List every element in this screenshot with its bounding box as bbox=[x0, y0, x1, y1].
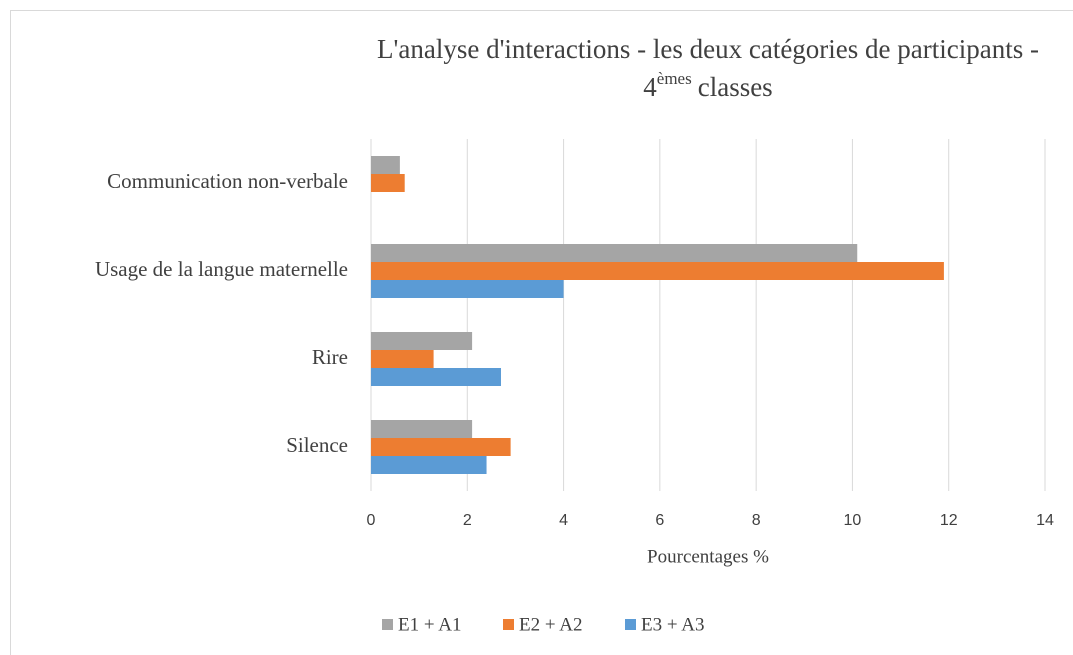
chart-title: L'analyse d'interactions - les deux caté… bbox=[377, 34, 1039, 64]
bar bbox=[371, 174, 405, 192]
y-tick-label: Communication non-verbale bbox=[107, 169, 348, 193]
chart-title-line2: 4èmes classes bbox=[643, 69, 772, 102]
title-part: 4 bbox=[643, 72, 657, 102]
y-tick-label: Usage de la langue maternelle bbox=[95, 257, 348, 281]
y-tick-label: Silence bbox=[286, 433, 348, 457]
bar bbox=[371, 156, 400, 174]
x-tick-label: 10 bbox=[844, 512, 862, 529]
bar bbox=[371, 350, 434, 368]
x-tick-label: 12 bbox=[940, 512, 958, 529]
x-tick-label: 6 bbox=[655, 512, 664, 529]
legend-swatch bbox=[382, 619, 393, 630]
legend-label: E2 + A2 bbox=[519, 614, 583, 635]
bar bbox=[371, 438, 511, 456]
legend-swatch bbox=[503, 619, 514, 630]
x-tick-label: 8 bbox=[752, 512, 761, 529]
legend-swatch bbox=[625, 619, 636, 630]
y-tick-label: Rire bbox=[312, 345, 348, 369]
title-part: classes bbox=[698, 72, 773, 102]
x-tick-label: 0 bbox=[367, 512, 376, 529]
legend-label: E3 + A3 bbox=[641, 614, 705, 635]
bar bbox=[371, 244, 858, 262]
bar bbox=[371, 456, 487, 474]
legend-label: E1 + A1 bbox=[398, 614, 462, 635]
bar bbox=[371, 280, 564, 298]
x-tick-label: 14 bbox=[1036, 512, 1054, 529]
chart-border bbox=[10, 10, 1073, 655]
bar bbox=[371, 420, 473, 438]
title-superscript: èmes bbox=[657, 69, 692, 88]
x-tick-label: 4 bbox=[559, 512, 568, 529]
bar bbox=[371, 262, 944, 280]
x-tick-label: 2 bbox=[463, 512, 472, 529]
bar bbox=[371, 368, 501, 386]
bar bbox=[371, 332, 473, 350]
x-axis-label: Pourcentages % bbox=[647, 546, 769, 567]
